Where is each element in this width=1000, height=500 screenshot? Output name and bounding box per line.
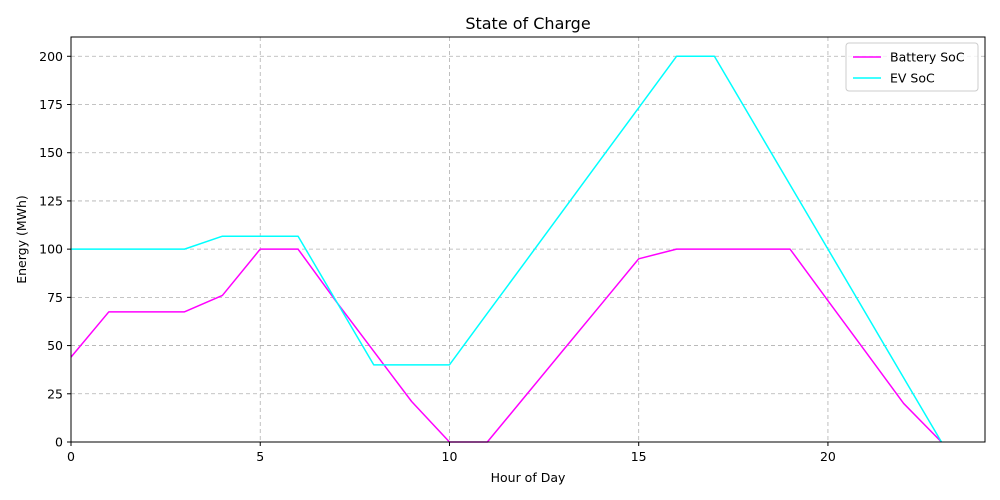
x-tick-label: 10 (442, 449, 458, 464)
series-line-battery-soc (70, 248, 943, 443)
y-tick-label: 150 (39, 145, 63, 160)
x-tick-label: 15 (631, 449, 647, 464)
plot-frame (70, 36, 986, 443)
x-axis-label: Hour of Day (491, 470, 566, 485)
legend-box (845, 42, 979, 92)
y-tick-label: 0 (55, 435, 63, 450)
series-lines (70, 55, 943, 443)
y-tick-label: 25 (47, 386, 63, 401)
x-tick-label: 5 (256, 449, 264, 464)
x-tick-label: 0 (67, 449, 75, 464)
x-axis-ticks: 0 5 10 15 20 (67, 442, 836, 464)
legend: Battery SoC EV SoC (845, 42, 979, 92)
y-axis-ticks: 0 25 50 75 100 125 150 175 200 (39, 49, 71, 450)
y-tick-label: 75 (47, 290, 63, 305)
chart-title: State of Charge (465, 14, 590, 33)
series-line-ev-soc (71, 55, 943, 443)
y-axis-label: Energy (MWh) (14, 195, 29, 284)
y-tick-label: 50 (47, 338, 63, 353)
y-tick-label: 175 (39, 97, 63, 112)
legend-label: Battery SoC (890, 50, 965, 65)
legend-label: EV SoC (890, 71, 935, 86)
y-tick-label: 125 (39, 193, 63, 208)
y-tick-label: 100 (39, 242, 63, 257)
y-tick-label: 200 (39, 49, 63, 64)
x-tick-label: 20 (820, 449, 836, 464)
grid-lines (71, 37, 985, 442)
